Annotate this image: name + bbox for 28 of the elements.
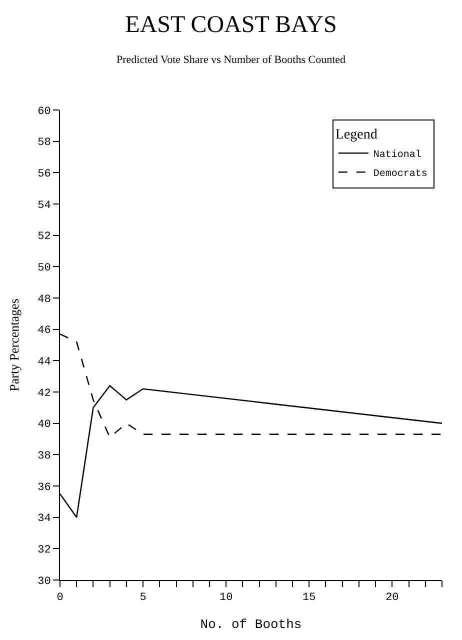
y-tick-label: 60 [38, 106, 51, 118]
chart-subtitle: Predicted Vote Share vs Number of Booths Counted [116, 54, 346, 66]
y-tick-label: 44 [38, 356, 52, 369]
y-tick-label: 30 [38, 576, 51, 588]
y-tick-label: 50 [38, 262, 51, 275]
x-tick-label: 0 [56, 592, 64, 604]
y-tick-label: 42 [38, 388, 51, 400]
y-axis-title: Party Percentages [6, 298, 22, 392]
chart-title: EAST COAST BAYS [125, 12, 337, 38]
y-tick-label: 36 [38, 482, 51, 494]
x-tick-label: 10 [219, 592, 233, 604]
x-tick-label: 5 [140, 592, 146, 604]
x-tick-label: 15 [302, 592, 316, 604]
y-tick-label: 38 [38, 450, 51, 463]
y-tick-label: 52 [38, 231, 51, 244]
y-tick-label: 34 [38, 513, 52, 526]
x-tick-label: 20 [386, 592, 399, 604]
legend-label: National [373, 149, 422, 161]
x-axis-title: No. of Booths [200, 616, 302, 632]
y-tick-label: 54 [38, 200, 52, 212]
y-tick-label: 40 [38, 419, 51, 432]
y-tick-label: 48 [38, 294, 51, 306]
legend-label: Democrats [373, 169, 428, 180]
y-tick-label: 32 [38, 544, 51, 557]
y-tick-label: 56 [38, 168, 51, 181]
legend-title: Legend [335, 128, 378, 143]
y-tick-label: 58 [38, 137, 51, 150]
y-tick-label: 46 [38, 325, 51, 338]
